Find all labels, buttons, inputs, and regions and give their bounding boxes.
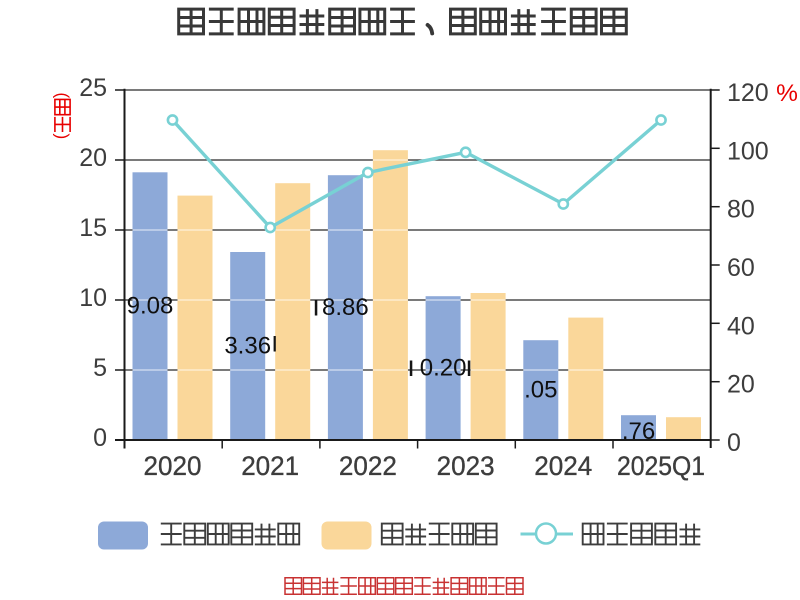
svg-text:3.36: 3.36 bbox=[224, 333, 271, 360]
svg-text:10: 10 bbox=[79, 284, 107, 312]
svg-text:40: 40 bbox=[727, 312, 755, 340]
svg-text:0: 0 bbox=[93, 424, 107, 452]
svg-text:8.86: 8.86 bbox=[322, 294, 369, 321]
svg-text:15: 15 bbox=[79, 214, 107, 242]
svg-text:60: 60 bbox=[727, 254, 755, 282]
svg-text:0: 0 bbox=[727, 429, 741, 457]
svg-text:2023: 2023 bbox=[437, 451, 495, 481]
svg-text:%: % bbox=[776, 80, 798, 107]
svg-text:20: 20 bbox=[79, 144, 107, 172]
svg-text:20: 20 bbox=[727, 371, 755, 399]
svg-text:0.20: 0.20 bbox=[420, 355, 467, 382]
svg-text:5: 5 bbox=[93, 354, 107, 382]
svg-text:2020: 2020 bbox=[144, 451, 202, 481]
svg-text:.76: .76 bbox=[622, 418, 655, 445]
svg-text:2024: 2024 bbox=[534, 451, 592, 481]
svg-text:120: 120 bbox=[727, 79, 769, 107]
svg-text:100: 100 bbox=[727, 137, 769, 165]
svg-text:80: 80 bbox=[727, 196, 755, 224]
svg-text:(: ( bbox=[52, 92, 72, 98]
svg-text:2022: 2022 bbox=[339, 451, 397, 481]
svg-text:.05: .05 bbox=[524, 377, 557, 404]
svg-text:2025Q1: 2025Q1 bbox=[617, 451, 705, 481]
svg-text:25: 25 bbox=[79, 74, 107, 102]
svg-text:): ) bbox=[52, 133, 72, 139]
svg-text:9.08: 9.08 bbox=[127, 293, 174, 320]
svg-text:2021: 2021 bbox=[241, 451, 299, 481]
